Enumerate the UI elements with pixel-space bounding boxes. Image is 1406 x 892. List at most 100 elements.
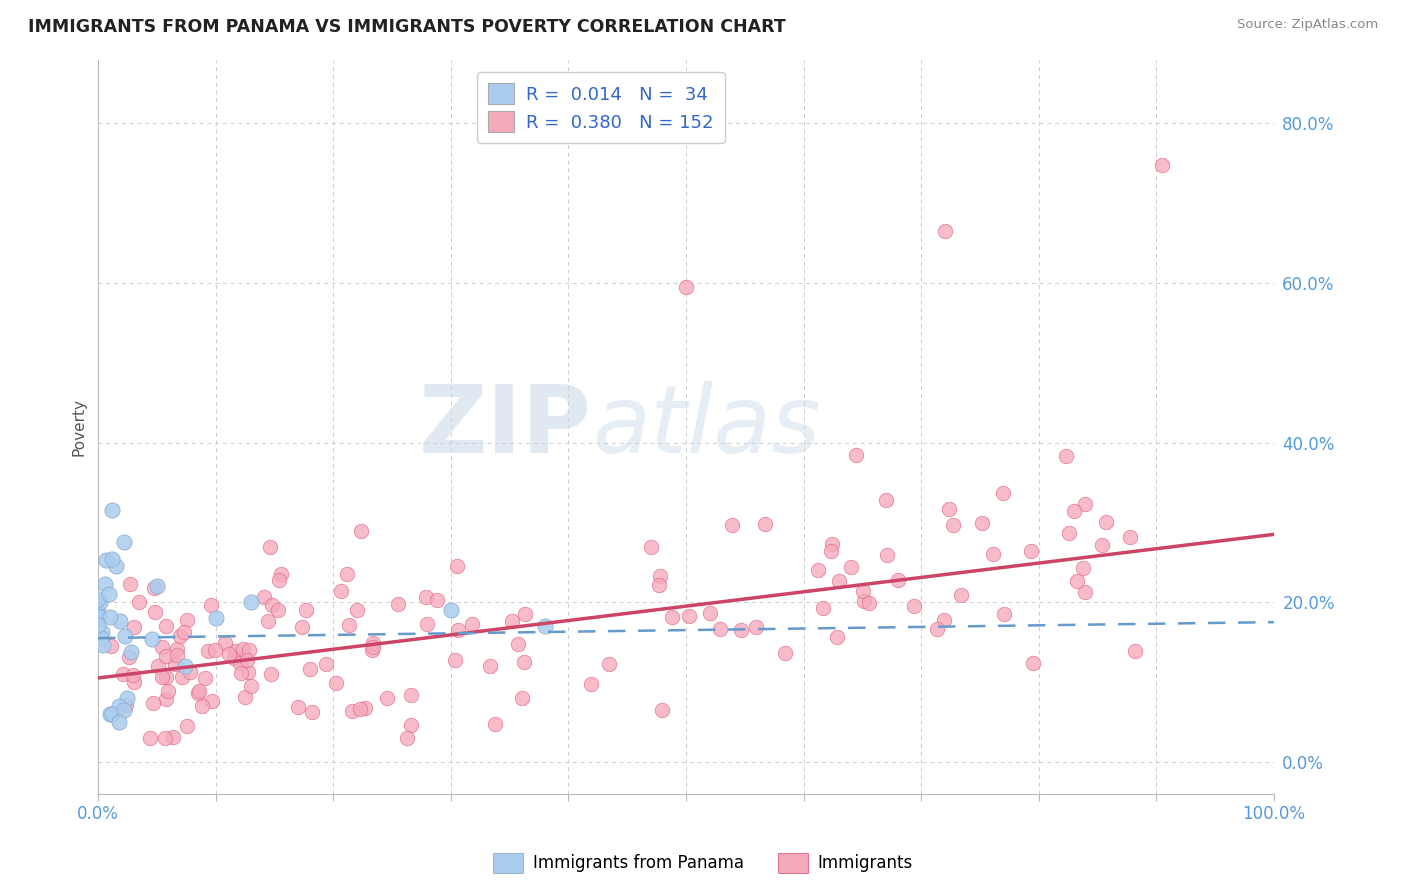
Point <box>94 577 117 591</box>
Text: Source: ZipAtlas.com: Source: ZipAtlas.com <box>1237 18 1378 31</box>
Point <box>853 594 876 608</box>
Point <box>267 574 290 588</box>
Point <box>155 691 177 706</box>
Point <box>501 615 523 629</box>
Point <box>232 642 254 657</box>
Point <box>114 629 136 643</box>
Point <box>238 665 260 680</box>
Point <box>1074 585 1097 599</box>
Point <box>101 706 124 721</box>
Point <box>820 544 842 558</box>
Point <box>330 584 353 599</box>
Point <box>108 714 131 729</box>
Point <box>112 703 135 717</box>
Point <box>484 716 506 731</box>
Point <box>876 548 898 562</box>
Point <box>721 517 744 532</box>
Point <box>1021 543 1043 558</box>
Point <box>108 615 131 629</box>
Point <box>229 656 252 670</box>
Point <box>89 595 111 609</box>
Point <box>270 567 292 582</box>
Y-axis label: Poverty: Poverty <box>72 398 86 456</box>
Point <box>155 619 177 633</box>
Point <box>426 593 449 607</box>
Point <box>238 642 260 657</box>
Point <box>942 517 965 532</box>
Point <box>446 623 468 637</box>
Point <box>141 632 163 646</box>
Point <box>101 503 124 517</box>
Point <box>122 675 145 690</box>
Point <box>1063 504 1085 518</box>
Point <box>128 595 150 609</box>
Point <box>350 524 373 539</box>
Point <box>114 698 136 712</box>
Point <box>1123 644 1146 658</box>
Point <box>260 667 283 681</box>
Point <box>821 536 844 550</box>
Point <box>162 731 184 745</box>
Point <box>709 622 731 636</box>
Point <box>259 540 281 554</box>
Point <box>112 535 135 549</box>
Point <box>934 613 956 627</box>
Point <box>155 670 177 684</box>
Point <box>143 581 166 595</box>
Point <box>301 705 323 719</box>
Point <box>143 606 166 620</box>
Point <box>415 617 437 632</box>
Point <box>938 501 960 516</box>
Point <box>173 624 195 639</box>
Point <box>118 649 141 664</box>
Point <box>807 563 830 577</box>
Point <box>98 610 121 624</box>
Point <box>349 701 371 715</box>
Point <box>108 698 131 713</box>
Point <box>87 609 110 624</box>
Point <box>754 517 776 532</box>
Point <box>120 577 142 591</box>
Point <box>1091 538 1114 552</box>
Point <box>512 690 534 705</box>
Point <box>148 659 170 673</box>
Point <box>163 657 186 671</box>
Legend: R =  0.014   N =  34, R =  0.380   N = 152: R = 0.014 N = 34, R = 0.380 N = 152 <box>478 72 724 143</box>
Point <box>335 566 357 581</box>
Point <box>97 587 120 601</box>
Point <box>236 653 259 667</box>
Point <box>440 603 463 617</box>
Point <box>256 614 278 628</box>
Point <box>1119 530 1142 544</box>
Point <box>699 607 721 621</box>
Point <box>120 645 142 659</box>
Point <box>233 690 256 704</box>
Point <box>197 643 219 657</box>
Point <box>678 609 700 624</box>
Point <box>399 688 422 702</box>
Point <box>295 603 318 617</box>
Point <box>218 647 240 661</box>
Point <box>315 657 337 672</box>
Point <box>387 597 409 611</box>
Point <box>1071 561 1094 575</box>
Point <box>267 603 290 617</box>
Text: atlas: atlas <box>592 381 820 472</box>
Point <box>194 671 217 685</box>
Point <box>534 619 557 633</box>
Point <box>399 718 422 732</box>
Point <box>339 618 361 632</box>
Point <box>396 731 419 745</box>
Point <box>845 448 868 462</box>
Point <box>839 560 862 574</box>
Point <box>478 658 501 673</box>
Point <box>179 665 201 679</box>
Point <box>745 620 768 634</box>
Point <box>200 598 222 612</box>
Point <box>191 698 214 713</box>
Point <box>1057 526 1080 541</box>
Point <box>240 679 263 693</box>
Point <box>446 559 468 574</box>
Point <box>825 630 848 644</box>
Point <box>903 599 925 614</box>
